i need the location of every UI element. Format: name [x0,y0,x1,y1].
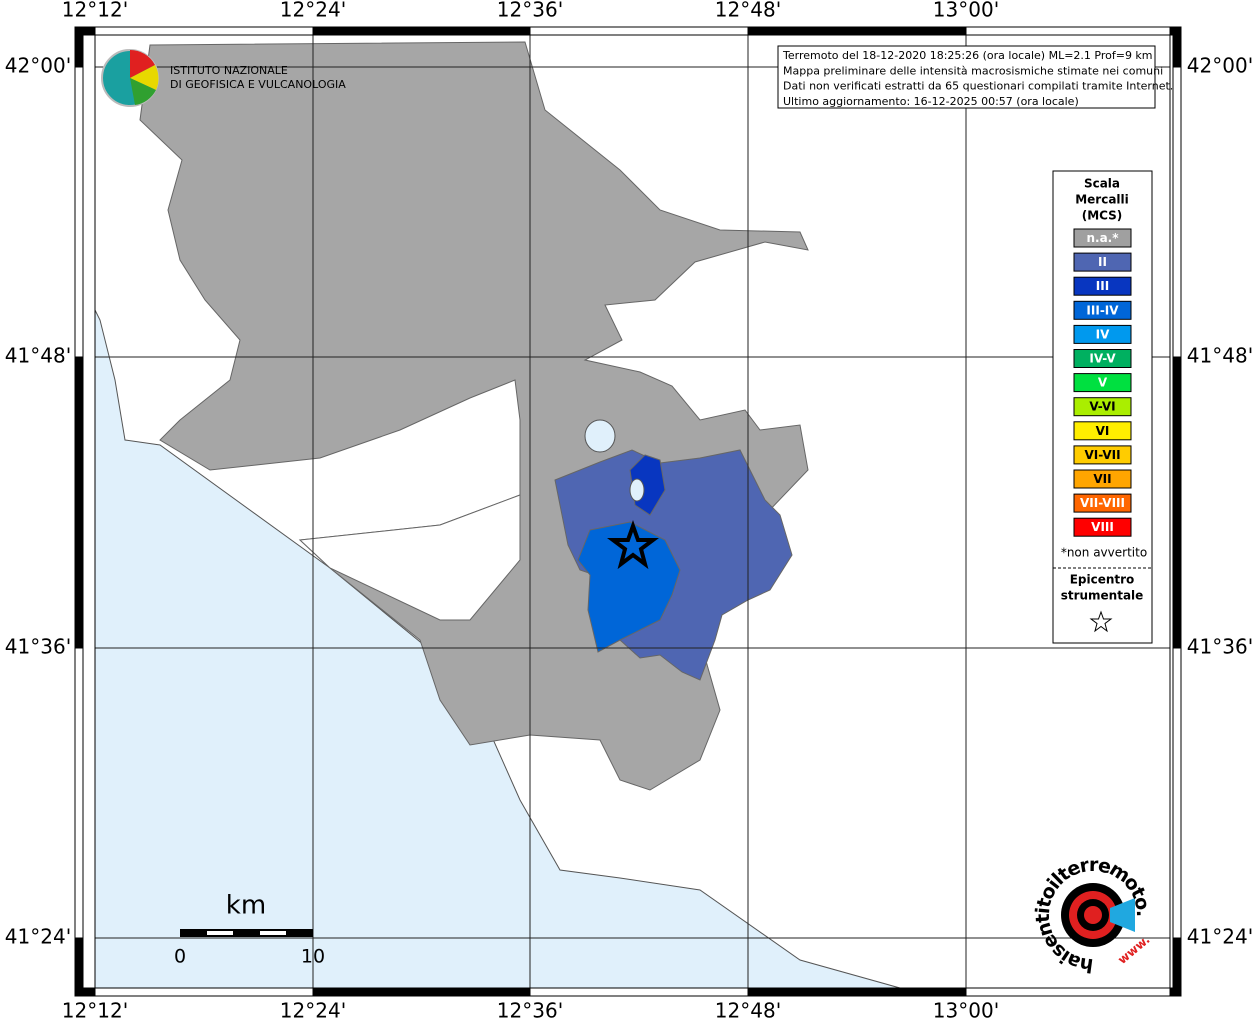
legend-label: III-IV [1086,303,1119,317]
lake [584,419,616,453]
latitude-label: 41°48' [5,344,71,368]
map-area [95,35,1170,988]
border-segment [529,987,749,997]
border-segment [747,987,967,997]
legend-swatch [1073,445,1132,465]
legend-swatch [1073,421,1132,441]
latitude-label: 42°00' [5,54,71,78]
longitude-label: 12°48' [715,999,781,1023]
longitude-label: 13°00' [933,0,999,22]
land-white [298,494,521,621]
legend-swatch [1073,349,1132,368]
longitude-label: 12°12' [62,999,128,1023]
border-segment [1172,937,1182,997]
graticule [95,35,1170,988]
border-segment [74,356,84,649]
border-segment [1172,66,1182,358]
ingv-logo: ISTITUTO NAZIONALE DI GEOFISICA E VULCAN… [101,49,346,107]
longitude-label: 12°36' [497,0,563,22]
border-segment [74,66,84,358]
legend-label: VII-VIII [1080,496,1125,510]
legend-swatch [1073,517,1132,537]
border-segment [965,987,1171,997]
longitude-label: 12°12' [62,0,128,22]
legend-swatch [1073,469,1132,489]
legend-epicenter: Epicentro [1070,573,1135,587]
border-segment [94,26,314,36]
latitude-label: 41°36' [1187,635,1253,659]
border-segment [1172,26,1182,68]
latitude-label: 41°48' [1187,344,1253,368]
border-segment [747,26,967,36]
border-segment [312,26,531,36]
legend-label: n.a.* [1086,231,1119,245]
legend-epicenter: strumentale [1061,589,1144,603]
scale-unit: km [226,891,266,921]
intensity-iv [577,521,681,653]
border-segment [965,26,1171,36]
legend-label: V [1098,376,1108,390]
sea [95,308,901,988]
epicenter [607,520,659,570]
legend-label: VII [1093,472,1111,486]
border-segment [312,987,531,997]
legend-label: IV [1096,327,1110,341]
legend-label: VI [1096,424,1110,438]
legend-swatch [1073,493,1132,513]
legend-title: Mercalli [1075,193,1129,207]
lake [629,478,645,502]
legend-swatch [1073,228,1132,248]
legend-swatch [1073,276,1132,296]
info-line: Mappa preliminare delle intensità macros… [783,64,1163,77]
logo-text: DI GEOFISICA E VULCANOLOGIA [170,78,346,91]
frame-border [74,26,1182,997]
latitude-label: 42°00' [1187,54,1253,78]
latitude-label: 41°36' [5,635,71,659]
info-line: Dati non verificati estratti da 65 quest… [783,80,1173,93]
latitude-label: 41°24' [5,925,71,949]
legend-swatch [1073,300,1132,320]
info-box [777,45,1156,109]
longitude-label: 12°24' [280,0,346,22]
info-line: Terremoto del 18-12-2020 18:25:26 (ora l… [782,49,1153,62]
legend-epicenter-symbol [1089,610,1113,633]
border-segment [74,937,84,997]
legend-title: Scala [1084,177,1120,191]
longitude-label: 12°48' [715,0,781,22]
scale-bar: km 0 10 [174,891,325,968]
border-segment [529,26,749,36]
border-segment [1172,356,1182,649]
longitude-label: 12°36' [497,999,563,1023]
latitude-label: 41°24' [1187,925,1253,949]
legend-label: V-VI [1089,400,1115,414]
scale-label: 0 [174,946,186,968]
legend-title: (MCS) [1082,209,1123,223]
border-segment [74,647,84,939]
legend-label: VIII [1091,520,1114,534]
legend-label: III [1096,279,1109,293]
longitude-label: 12°24' [280,999,346,1023]
border-segment [1172,647,1182,939]
legend-swatch [1073,252,1132,272]
legend-label: VI-VII [1084,448,1120,462]
legend-label: II [1098,255,1107,269]
legend-swatch [1073,373,1132,393]
scale-label: 10 [301,946,325,968]
border-segment [74,26,84,68]
border-segment [94,987,314,997]
legend-note: *non avvertito [1061,546,1147,560]
legend-label: IV-V [1089,352,1116,366]
legend-swatch [1073,324,1132,344]
logo-text: ISTITUTO NAZIONALE [170,64,288,77]
legend-swatch [1073,397,1132,417]
info-line: Ultimo aggiornamento: 16-12-2025 00:57 (… [783,95,1079,108]
longitude-label: 13°00' [933,999,999,1023]
